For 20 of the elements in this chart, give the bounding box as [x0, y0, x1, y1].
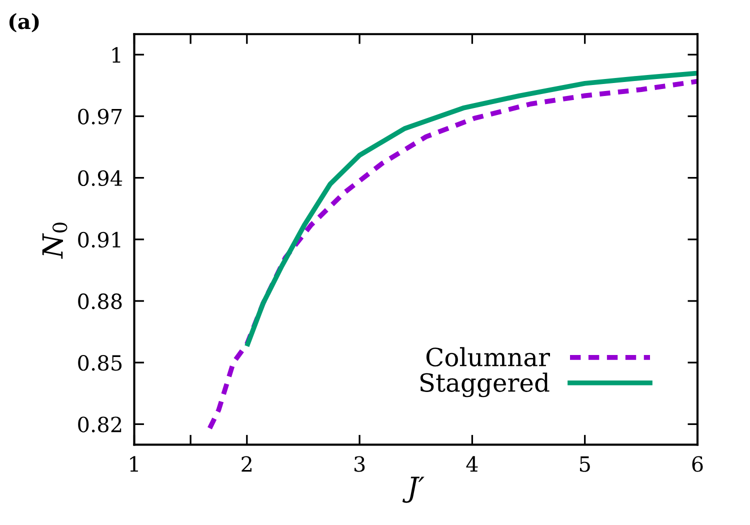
y-tick-label: 0.91 — [78, 232, 120, 248]
x-tick-label: 2 — [242, 456, 252, 472]
y-tick-label: 1 — [112, 47, 120, 63]
y-tick-label: 0.88 — [78, 293, 122, 310]
y-axis-title: N$_{0}$ — [42, 222, 68, 259]
x-axis-title: J′ — [402, 476, 424, 503]
x-tick-label: 5 — [580, 456, 590, 472]
y-tick-label: 0.82 — [78, 416, 122, 432]
legend-label: Columnar — [426, 347, 550, 367]
line-series — [244, 70, 698, 349]
text: (a) — [9, 13, 39, 32]
x-tick-label: 6 — [692, 456, 703, 472]
x-tick-label: 4 — [466, 456, 478, 472]
x-tick-label: 3 — [354, 456, 365, 472]
legend-label: Staggered — [420, 372, 550, 398]
line-series — [207, 78, 698, 431]
y-tick-label: 0.85 — [78, 355, 122, 371]
y-tick-label: 0.94 — [78, 170, 122, 186]
x-tick-label: 1 — [130, 456, 138, 472]
y-tick-label: 0.97 — [78, 108, 122, 124]
